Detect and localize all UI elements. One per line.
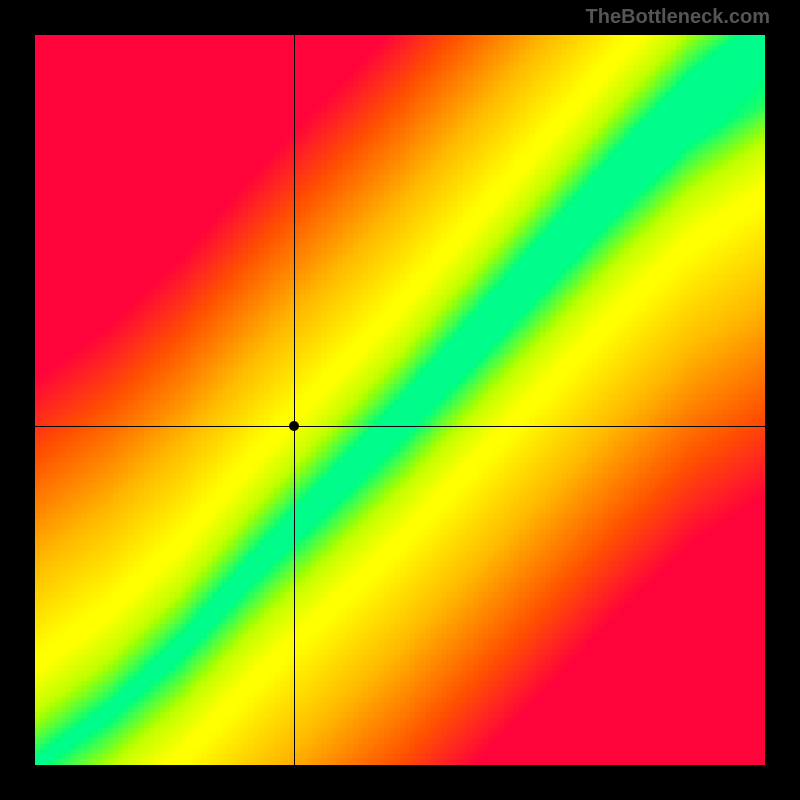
crosshair-vertical [294, 35, 295, 765]
crosshair-dot [289, 421, 299, 431]
bottleneck-heatmap [35, 35, 765, 765]
watermark-text: TheBottleneck.com [586, 6, 770, 29]
crosshair-horizontal [35, 426, 765, 427]
heatmap-canvas [35, 35, 765, 765]
